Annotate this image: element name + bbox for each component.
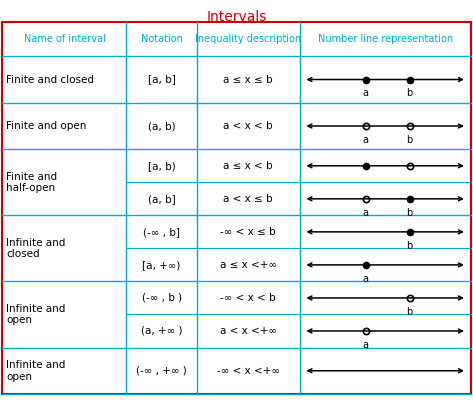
Text: b: b bbox=[407, 241, 413, 251]
Text: Infinite and
open: Infinite and open bbox=[6, 360, 66, 382]
Text: a: a bbox=[363, 274, 368, 284]
Text: Finite and open: Finite and open bbox=[6, 121, 87, 131]
Text: a ≤ x < b: a ≤ x < b bbox=[223, 161, 273, 171]
Text: (a, b): (a, b) bbox=[148, 121, 175, 131]
Text: a: a bbox=[363, 135, 368, 145]
Text: Intervals: Intervals bbox=[206, 10, 267, 24]
Text: (-∞ , b ): (-∞ , b ) bbox=[141, 293, 182, 303]
Text: b: b bbox=[407, 307, 413, 317]
Text: (a, b]: (a, b] bbox=[148, 194, 175, 204]
Text: a ≤ x ≤ b: a ≤ x ≤ b bbox=[223, 74, 273, 84]
Text: (a, +∞ ): (a, +∞ ) bbox=[141, 326, 182, 336]
Text: Inequality description: Inequality description bbox=[195, 34, 301, 44]
Text: a ≤ x <+∞: a ≤ x <+∞ bbox=[219, 260, 277, 270]
Text: a: a bbox=[363, 208, 368, 218]
Text: [a, b]: [a, b] bbox=[148, 74, 175, 84]
Text: b: b bbox=[407, 208, 413, 218]
Text: Finite and
half-open: Finite and half-open bbox=[6, 172, 57, 193]
Text: b: b bbox=[407, 88, 413, 98]
Text: Finite and closed: Finite and closed bbox=[6, 74, 94, 84]
Text: a < x <+∞: a < x <+∞ bbox=[219, 326, 277, 336]
Text: (-∞ , +∞ ): (-∞ , +∞ ) bbox=[136, 366, 187, 376]
Text: Infinite and
closed: Infinite and closed bbox=[6, 238, 66, 259]
Text: Notation: Notation bbox=[140, 34, 183, 44]
Text: -∞ < x <+∞: -∞ < x <+∞ bbox=[217, 366, 280, 376]
Text: a: a bbox=[363, 340, 368, 350]
Text: -∞ < x ≤ b: -∞ < x ≤ b bbox=[220, 227, 276, 237]
Text: (-∞ , b]: (-∞ , b] bbox=[143, 227, 180, 237]
Text: a < x ≤ b: a < x ≤ b bbox=[223, 194, 273, 204]
Text: [a, +∞): [a, +∞) bbox=[142, 260, 181, 270]
Text: Infinite and
open: Infinite and open bbox=[6, 304, 66, 325]
Text: [a, b): [a, b) bbox=[148, 161, 175, 171]
Text: a: a bbox=[363, 88, 368, 98]
Text: Name of interval: Name of interval bbox=[24, 34, 105, 44]
Text: a < x < b: a < x < b bbox=[223, 121, 273, 131]
Text: Number line representation: Number line representation bbox=[317, 34, 453, 44]
Text: b: b bbox=[407, 135, 413, 145]
Text: -∞ < x < b: -∞ < x < b bbox=[220, 293, 276, 303]
